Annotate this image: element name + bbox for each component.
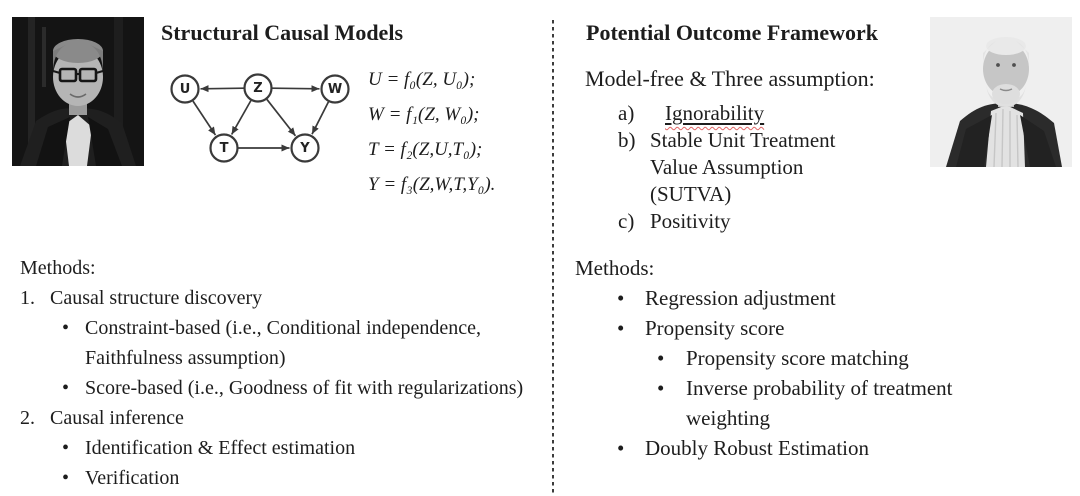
- bullet-marker: •: [617, 316, 625, 340]
- assumption-label: a): [618, 101, 635, 125]
- list-item: 2. Causal inference: [20, 403, 560, 433]
- spellcheck-squiggle: Ignorability: [665, 101, 765, 125]
- svg-text:W: W: [328, 82, 342, 97]
- left-panel-title: Structural Causal Models: [161, 20, 403, 45]
- equation-line: T = f₂(Z,U,T₀);: [368, 139, 483, 160]
- glasses-icon: [52, 67, 104, 83]
- dag-edges: [192, 85, 330, 152]
- bullet-marker: •: [657, 346, 665, 370]
- dag-nodes: U Z W T Y: [170, 73, 350, 163]
- assumption-text-underlined: Ignorability: [665, 100, 764, 127]
- panel-divider: [552, 20, 554, 496]
- list-number-marker: 2.: [20, 407, 35, 429]
- methods-heading: Methods:: [20, 257, 96, 279]
- portrait-photo-left: [12, 17, 144, 166]
- list-item: • Score-based (i.e., Goodness of fit wit…: [20, 373, 560, 403]
- svg-text:Y: Y: [299, 141, 310, 156]
- bullet-marker: •: [62, 467, 70, 489]
- list-item: 1. Causal structure discovery: [20, 283, 560, 313]
- assumptions-list: a) Ignorability b) Stable Unit Treatment…: [618, 100, 885, 235]
- right-panel-title: Potential Outcome Framework: [586, 20, 879, 45]
- bullet-marker: •: [657, 376, 665, 400]
- methods-heading: Methods:: [575, 256, 655, 280]
- svg-text:T: T: [220, 141, 229, 156]
- left-methods-list: Methods: 1. Causal structure discovery •…: [20, 253, 560, 493]
- assumptions-intro: Model-free & Three assumption:: [585, 66, 875, 91]
- list-item: • Inverse probability of treatment weigh…: [575, 373, 1037, 433]
- right-methods-list: Methods: • Regression adjustment • Prope…: [575, 253, 1037, 463]
- bullet-marker: •: [62, 437, 70, 459]
- list-item: • Constraint-based (i.e., Conditional in…: [20, 313, 560, 373]
- bullet-marker: •: [617, 286, 625, 310]
- list-item: • Doubly Robust Estimation: [575, 433, 1037, 463]
- bullet-marker: •: [62, 377, 70, 399]
- structural-equations: U = f₀(Z, U₀); W = f₁(Z, W₀); T = f₂(Z,U…: [368, 62, 495, 202]
- equation-line: U = f₀(Z, U₀);: [368, 69, 476, 90]
- list-item: • Propensity score: [575, 313, 1037, 343]
- assumption-label: b): [618, 128, 636, 152]
- equation-line: Y = f₃(Z,W,T,Y₀).: [368, 174, 496, 195]
- assumption-item: c) Positivity: [618, 208, 885, 235]
- bullet-marker: •: [617, 436, 625, 460]
- list-item: • Verification: [20, 463, 560, 493]
- svg-text:Z: Z: [253, 81, 262, 96]
- bullet-marker: •: [62, 317, 70, 339]
- assumption-label: c): [618, 209, 635, 233]
- equation-line: W = f₁(Z, W₀);: [368, 104, 480, 125]
- list-number-marker: 1.: [20, 287, 35, 309]
- assumption-item: a) Ignorability: [618, 100, 885, 127]
- list-item: • Propensity score matching: [575, 343, 1037, 373]
- causal-dag-diagram: U Z W T Y: [170, 73, 350, 163]
- svg-text:U: U: [180, 82, 191, 97]
- assumption-item: b) Stable Unit Treatment Value Assumptio…: [618, 127, 885, 208]
- list-item: • Regression adjustment: [575, 283, 1037, 313]
- list-item: • Identification & Effect estimation: [20, 433, 560, 463]
- assumption-text: Stable Unit Treatment Value Assumption (…: [650, 128, 836, 206]
- assumption-text: Positivity: [650, 209, 731, 233]
- portrait-photo-right: [930, 17, 1072, 167]
